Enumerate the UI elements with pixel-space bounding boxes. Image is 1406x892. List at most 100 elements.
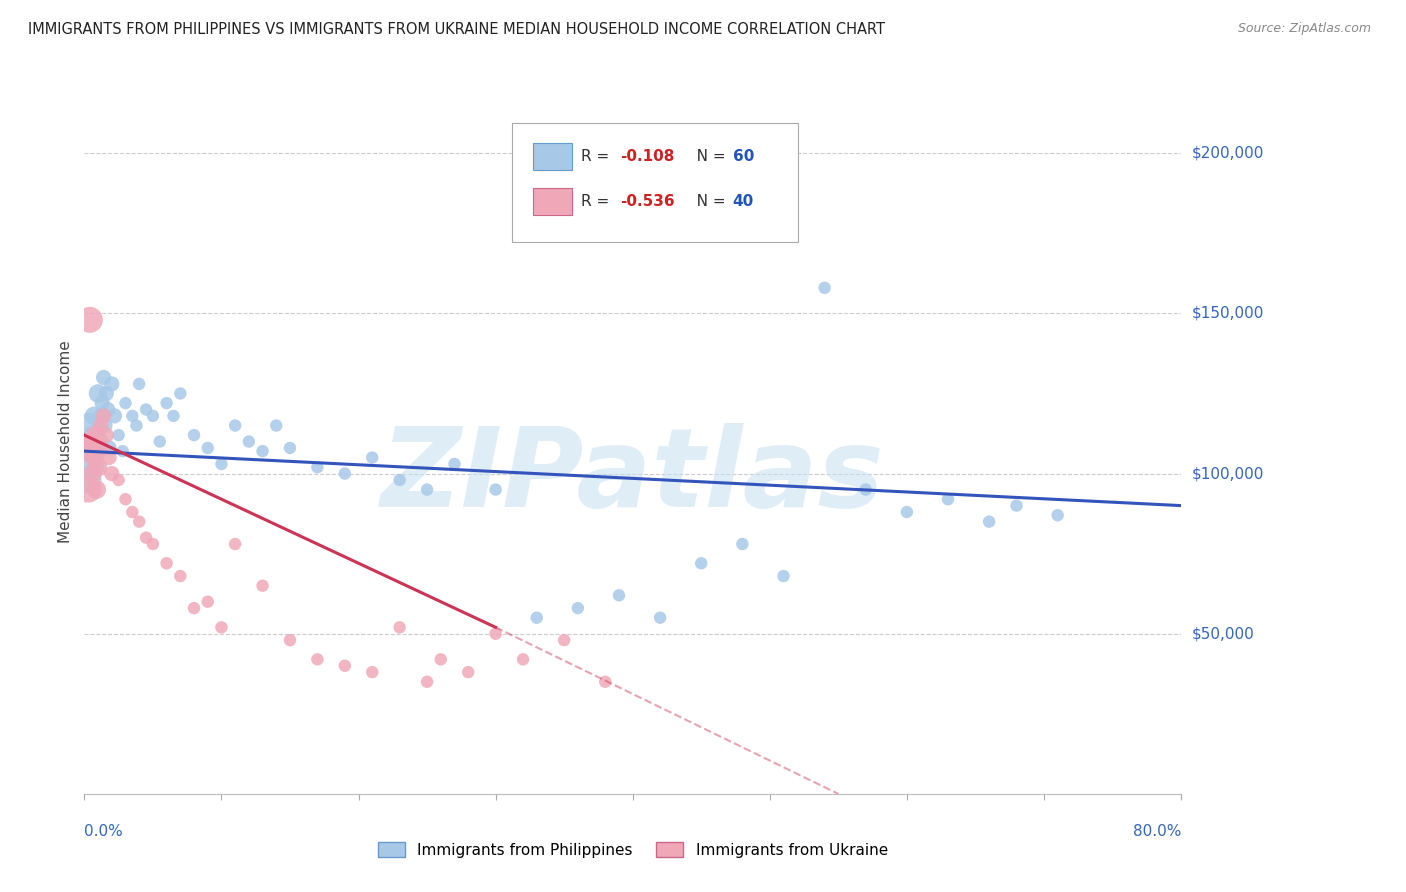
Text: R =: R =	[581, 149, 614, 164]
Text: ZIPatlas: ZIPatlas	[381, 424, 884, 530]
Point	[156, 556, 179, 570]
Text: 40: 40	[733, 194, 754, 210]
Point	[526, 610, 548, 624]
Point	[690, 556, 713, 570]
Point	[125, 418, 148, 433]
Point	[855, 483, 877, 497]
Point	[83, 450, 105, 465]
Point	[278, 633, 301, 648]
Point	[82, 467, 104, 481]
Point	[388, 473, 411, 487]
Point	[307, 652, 329, 666]
Point	[76, 450, 98, 465]
Point	[96, 428, 118, 442]
Point	[814, 281, 837, 295]
Point	[211, 620, 233, 634]
Point	[149, 434, 172, 449]
Point	[731, 537, 754, 551]
Point	[111, 444, 134, 458]
Point	[86, 483, 108, 497]
Text: $100,000: $100,000	[1192, 467, 1264, 481]
Point	[86, 444, 108, 458]
Point	[128, 376, 150, 391]
Point	[97, 402, 120, 417]
Legend: Immigrants from Philippines, Immigrants from Ukraine: Immigrants from Philippines, Immigrants …	[371, 836, 894, 863]
Point	[512, 652, 534, 666]
Point	[79, 418, 101, 433]
Point	[96, 386, 118, 401]
Point	[84, 460, 107, 475]
Point	[224, 418, 246, 433]
Point	[485, 626, 508, 640]
Point	[416, 483, 439, 497]
Point	[197, 595, 219, 609]
Point	[114, 396, 136, 410]
Point	[107, 428, 129, 442]
Point	[979, 515, 1001, 529]
Point	[388, 620, 411, 634]
Point	[128, 515, 150, 529]
Point	[142, 409, 165, 423]
Point	[238, 434, 260, 449]
Point	[156, 396, 179, 410]
Point	[91, 396, 114, 410]
Point	[80, 434, 103, 449]
Point	[361, 665, 384, 680]
Point	[169, 569, 191, 583]
Point	[84, 428, 107, 442]
Point	[76, 441, 98, 455]
Point	[307, 460, 329, 475]
Point	[135, 402, 157, 417]
Point	[89, 434, 111, 449]
Text: $50,000: $50,000	[1192, 626, 1256, 641]
Text: $150,000: $150,000	[1192, 306, 1264, 321]
Point	[77, 483, 100, 497]
Point	[89, 441, 111, 455]
Text: -0.536: -0.536	[620, 194, 675, 210]
Point	[936, 492, 959, 507]
Point	[197, 441, 219, 455]
Text: $200,000: $200,000	[1192, 145, 1264, 161]
Text: 0.0%: 0.0%	[84, 824, 124, 839]
Point	[82, 428, 104, 442]
Point	[183, 601, 205, 615]
Point	[162, 409, 184, 423]
Point	[361, 450, 384, 465]
Point	[333, 658, 356, 673]
Point	[266, 418, 288, 433]
Point	[87, 460, 110, 475]
Point	[93, 370, 115, 384]
Point	[90, 409, 112, 423]
Point	[211, 457, 233, 471]
Point	[142, 537, 165, 551]
Point	[90, 418, 112, 433]
Point	[430, 652, 453, 666]
Point	[1005, 499, 1028, 513]
Point	[1046, 508, 1069, 523]
Text: Source: ZipAtlas.com: Source: ZipAtlas.com	[1237, 22, 1371, 36]
Point	[443, 457, 465, 471]
Point	[121, 505, 143, 519]
Point	[135, 531, 157, 545]
Point	[83, 409, 105, 423]
Point	[87, 386, 110, 401]
Point	[224, 537, 246, 551]
Point	[772, 569, 794, 583]
Text: R =: R =	[581, 194, 614, 210]
Point	[93, 409, 115, 423]
Point	[485, 483, 508, 497]
Point	[607, 588, 630, 602]
Text: N =: N =	[682, 194, 731, 210]
Point	[80, 441, 103, 455]
Point	[567, 601, 589, 615]
Point	[333, 467, 356, 481]
Point	[114, 492, 136, 507]
Point	[101, 467, 124, 481]
Point	[103, 409, 125, 423]
Point	[183, 428, 205, 442]
Text: IMMIGRANTS FROM PHILIPPINES VS IMMIGRANTS FROM UKRAINE MEDIAN HOUSEHOLD INCOME C: IMMIGRANTS FROM PHILIPPINES VS IMMIGRANT…	[28, 22, 886, 37]
Point	[98, 441, 121, 455]
Point	[98, 450, 121, 465]
Point	[278, 441, 301, 455]
Text: 60: 60	[733, 149, 754, 164]
